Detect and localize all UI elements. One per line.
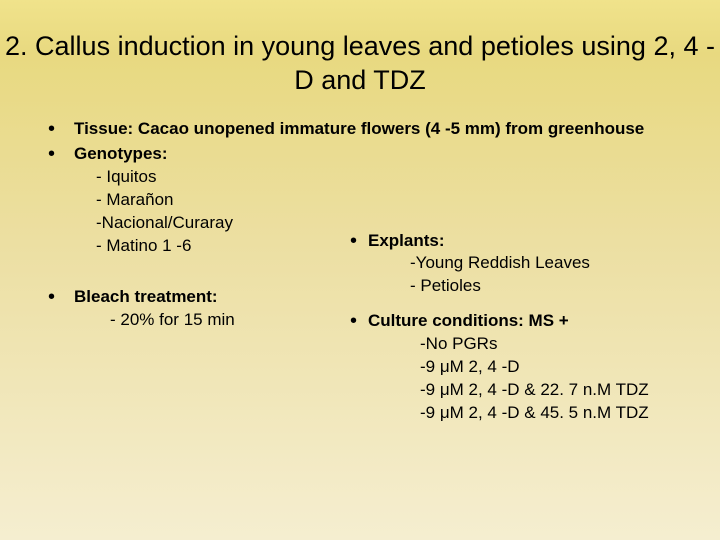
genotypes-label: Genotypes: xyxy=(74,143,720,166)
explants-block: • Explants: -Young Reddish Leaves - Peti… xyxy=(350,230,649,299)
conditions-label: Culture conditions: MS + xyxy=(368,310,569,333)
conditions-item: -9 μM 2, 4 -D xyxy=(350,356,649,379)
conditions-bullet: • Culture conditions: MS + xyxy=(350,310,649,333)
tissue-bullet: • Tissue: Cacao unopened immature flower… xyxy=(48,118,720,141)
bullet-dot-icon: • xyxy=(350,230,368,252)
conditions-item: -9 μM 2, 4 -D & 22. 7 n.M TDZ xyxy=(350,379,649,402)
genotype-item: - Iquitos xyxy=(96,166,720,189)
bullet-dot-icon: • xyxy=(48,118,74,140)
right-column: • Explants: -Young Reddish Leaves - Peti… xyxy=(350,230,649,438)
bullet-dot-icon: • xyxy=(350,310,368,332)
genotype-item: - Marañon xyxy=(96,189,720,212)
explants-label: Explants: xyxy=(368,230,445,253)
bullet-dot-icon: • xyxy=(48,143,74,165)
explants-item: -Young Reddish Leaves xyxy=(350,252,649,275)
slide-title: 2. Callus induction in young leaves and … xyxy=(0,0,720,118)
content-area: • Tissue: Cacao unopened immature flower… xyxy=(0,118,720,333)
tissue-text: Tissue: Cacao unopened immature flowers … xyxy=(74,118,720,141)
conditions-item: -9 μM 2, 4 -D & 45. 5 n.M TDZ xyxy=(350,402,649,425)
explants-item: - Petioles xyxy=(350,275,649,298)
bullet-dot-icon: • xyxy=(48,286,74,308)
explants-bullet: • Explants: xyxy=(350,230,649,253)
conditions-block: • Culture conditions: MS + -No PGRs -9 μ… xyxy=(350,310,649,425)
conditions-item: -No PGRs xyxy=(350,333,649,356)
